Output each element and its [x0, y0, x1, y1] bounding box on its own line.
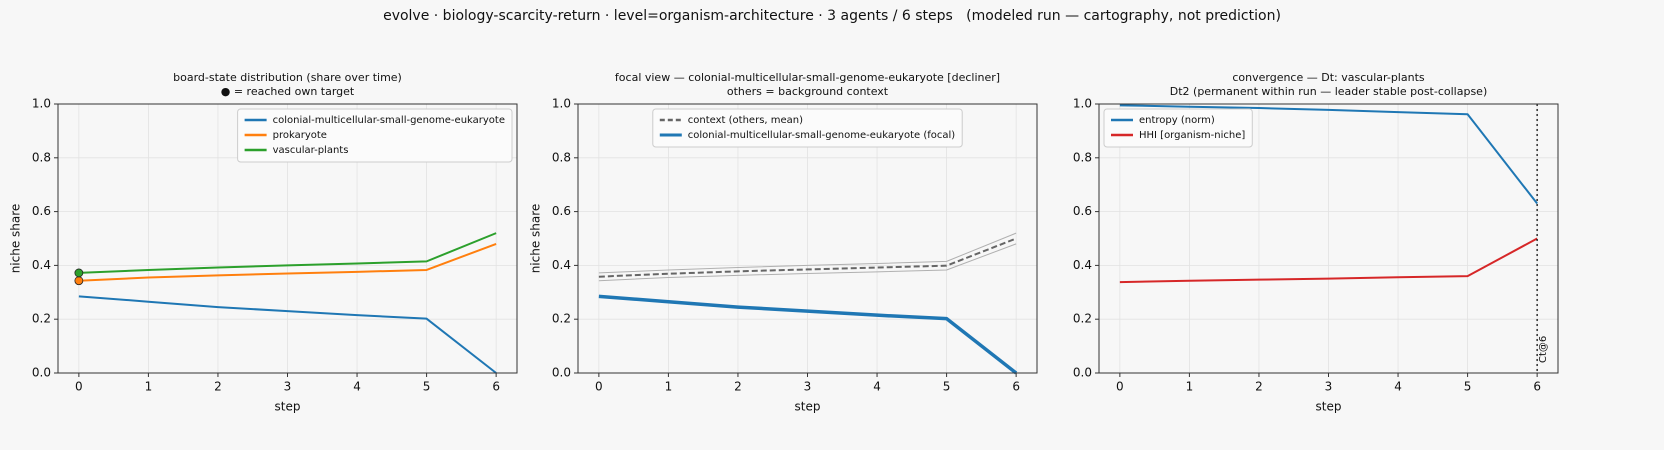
legend-label: colonial-multicellular-small-genome-euka… [688, 130, 956, 141]
x-tick-label: 2 [734, 380, 742, 394]
series-line [598, 243, 1017, 282]
axes-frame [577, 103, 1038, 374]
x-tick-label: 3 [1325, 380, 1333, 394]
series-line [1119, 237, 1538, 284]
legend-label: context (others, mean) [688, 115, 803, 126]
x-tick-label: 4 [353, 380, 361, 394]
legend-box [237, 108, 513, 163]
series-line [78, 242, 497, 282]
legend-box [1103, 108, 1253, 148]
x-tick-label: 1 [665, 380, 673, 394]
y-axis-label: niche share [9, 204, 23, 274]
y-tick-label: 0.2 [32, 312, 51, 326]
x-tick-label: 6 [1533, 380, 1541, 394]
y-tick-label: 0.0 [552, 366, 571, 380]
figure-title: evolve · biology-scarcity-return · level… [383, 8, 1281, 24]
x-tick-label: 5 [943, 380, 951, 394]
y-tick-label: 0.0 [1073, 366, 1092, 380]
y-tick-label: 0.8 [552, 150, 571, 164]
y-tick-label: 0.8 [1073, 150, 1092, 164]
subplot-title: convergence — Dt: vascular-plants [1232, 71, 1425, 84]
y-tick-label: 0.6 [552, 204, 571, 218]
y-tick-label: 0.4 [1073, 258, 1092, 272]
x-tick-label: 5 [423, 380, 431, 394]
series-line [1119, 104, 1538, 205]
y-tick-label: 0.4 [552, 258, 571, 272]
target-marker [74, 276, 84, 286]
subplot-title: board-state distribution (share over tim… [173, 71, 402, 84]
legend-label: entropy (norm) [1139, 115, 1215, 126]
y-tick-label: 1.0 [552, 97, 571, 111]
y-tick-label: 0.2 [1073, 312, 1092, 326]
x-tick-label: 3 [284, 380, 292, 394]
legend-label: vascular-plants [273, 145, 349, 156]
x-tick-label: 2 [214, 380, 222, 394]
x-axis-label: step [795, 400, 821, 414]
series-line [598, 237, 1017, 278]
x-tick-label: 0 [1116, 380, 1124, 394]
x-tick-label: 4 [1394, 380, 1402, 394]
y-tick-label: 0.6 [32, 204, 51, 218]
series-line [78, 232, 497, 274]
target-marker [74, 268, 84, 278]
axes-frame [1098, 103, 1559, 374]
x-tick-label: 2 [1255, 380, 1263, 394]
x-tick-label: 5 [1464, 380, 1472, 394]
x-tick-label: 3 [804, 380, 812, 394]
x-tick-label: 1 [145, 380, 153, 394]
subplot-title: ● = reached own target [221, 85, 355, 98]
subplot-title: others = background context [727, 85, 889, 98]
series-line [598, 294, 1018, 375]
y-tick-label: 1.0 [32, 97, 51, 111]
subplot: board-state distribution (share over tim… [9, 71, 518, 414]
axes-frame [57, 103, 518, 374]
x-tick-label: 1 [1186, 380, 1194, 394]
y-tick-label: 0.0 [32, 366, 51, 380]
y-axis-label: niche share [529, 204, 543, 274]
legend-label: colonial-multicellular-small-genome-euka… [273, 115, 505, 126]
x-tick-label: 4 [873, 380, 881, 394]
series-line [78, 295, 497, 374]
x-axis-label: step [1316, 400, 1342, 414]
x-tick-label: 6 [492, 380, 500, 394]
vertical-marker-label: Ct@6 [1538, 336, 1549, 363]
legend: context (others, mean) colonial-multicell… [652, 108, 963, 148]
subplot-title: Dt2 (permanent within run — leader stabl… [1170, 85, 1488, 98]
legend-label: HHI [organism-niche] [1139, 130, 1245, 141]
legend: colonial-multicellular-small-genome-euka… [237, 108, 513, 163]
legend: entropy (norm) HHI [organism-niche] [1103, 108, 1253, 148]
y-tick-label: 0.2 [552, 312, 571, 326]
y-tick-label: 0.8 [32, 150, 51, 164]
legend-box [652, 108, 963, 148]
legend-label: prokaryote [273, 130, 327, 141]
y-tick-label: 0.6 [1073, 204, 1092, 218]
x-tick-label: 0 [75, 380, 83, 394]
subplot-title: focal view — colonial-multicellular-smal… [615, 71, 1000, 84]
x-axis-label: step [275, 400, 301, 414]
y-tick-label: 0.4 [32, 258, 51, 272]
y-tick-label: 1.0 [1073, 97, 1092, 111]
x-tick-label: 6 [1012, 380, 1020, 394]
x-tick-label: 0 [595, 380, 603, 394]
subplot: focal view — colonial-multicellular-smal… [529, 71, 1038, 414]
series-line [598, 232, 1017, 274]
